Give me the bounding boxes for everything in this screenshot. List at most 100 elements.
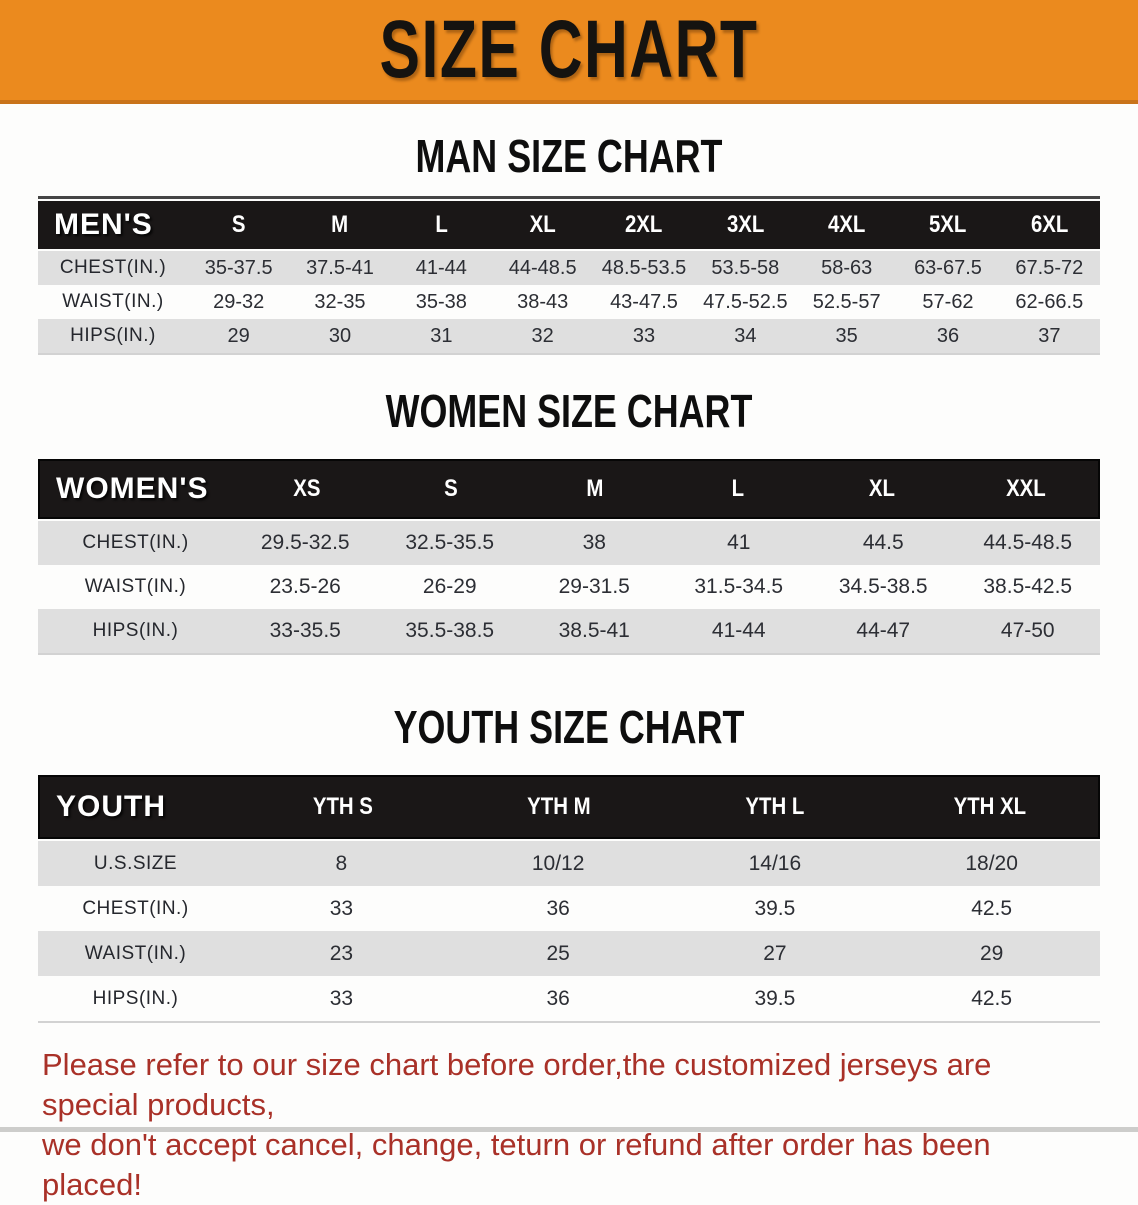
men-size-table: MEN'S S M L XL 2XL 3XL 4XL 5XL 6XL CHEST(IN.) 35-37… <box>38 196 1100 355</box>
man-section-heading: MAN SIZE CHART <box>415 130 723 182</box>
column-header: 2XL <box>625 211 663 238</box>
size-value: 30 <box>328 324 352 347</box>
column-header: S <box>231 211 246 238</box>
disclaimer-line-2: we don't accept cancel, change, teturn o… <box>42 1127 991 1202</box>
size-value: 29-31.5 <box>558 575 630 598</box>
column-header: XL <box>869 475 896 502</box>
table-row: HIPS(IN.) 29 30 31 32 33 34 35 36 37 <box>38 319 1100 353</box>
size-value: 33 <box>329 986 354 1010</box>
size-value: 25 <box>546 941 570 965</box>
youth-size-section: YOUTH SIZE CHART YOUTH YTH S YTH M YTH L YTH… <box>0 701 1138 1023</box>
column-header: L <box>732 475 745 502</box>
size-value: 44-48.5 <box>508 256 577 279</box>
size-value: 41-44 <box>711 619 766 642</box>
size-value: 47.5-52.5 <box>703 290 788 313</box>
table-corner-label: YOUTH <box>56 790 166 823</box>
row-label: WAIST(IN.) <box>62 291 164 312</box>
size-value: 35.5-38.5 <box>405 619 495 642</box>
column-header: YTH L <box>744 793 804 820</box>
size-value: 33-35.5 <box>269 619 341 642</box>
row-label: WAIST(IN.) <box>84 576 187 597</box>
size-value: 41 <box>727 531 751 554</box>
size-value: 41-44 <box>415 256 467 279</box>
row-label: HIPS(IN.) <box>92 987 179 1009</box>
row-label: WAIST(IN.) <box>84 942 187 964</box>
column-header: XL <box>529 211 556 238</box>
size-value: 53.5-58 <box>711 256 780 279</box>
size-value: 44-47 <box>856 619 911 642</box>
size-value: 43-47.5 <box>610 290 678 313</box>
size-value: 52.5-57 <box>812 290 881 313</box>
row-label: HIPS(IN.) <box>70 325 156 346</box>
table-header-row: WOMEN'S XS S M L XL XXL <box>38 459 1100 519</box>
size-value: 63-67.5 <box>914 256 982 279</box>
row-label: CHEST(IN.) <box>82 897 189 919</box>
table-row: CHEST(IN.) 33 36 39.5 42.5 <box>38 886 1100 931</box>
table-row: HIPS(IN.) 33-35.5 35.5-38.5 38.5-41 41-44 44-… <box>38 609 1100 653</box>
size-value: 29 <box>227 324 250 347</box>
size-value: 27 <box>763 941 787 965</box>
women-size-section: WOMEN SIZE CHART WOMEN'S XS S M L XL XXL CHEST(… <box>0 385 1138 655</box>
size-value: 18/20 <box>965 851 1018 875</box>
column-header: M <box>331 211 349 238</box>
size-value: 62-66.5 <box>1015 290 1084 313</box>
size-value: 38.5-42.5 <box>983 575 1073 598</box>
size-value: 29 <box>979 941 1004 965</box>
size-value: 37.5-41 <box>306 256 374 279</box>
size-value: 33 <box>632 324 656 347</box>
row-label: U.S.SIZE <box>93 852 178 874</box>
size-value: 57-62 <box>922 290 974 313</box>
table-row: CHEST(IN.) 29.5-32.5 32.5-35.5 38 41 44.5 44.5… <box>38 521 1100 565</box>
table-row: WAIST(IN.) 29-32 32-35 35-38 38-43 43-47.5 47.… <box>38 285 1100 319</box>
size-value: 23.5-26 <box>269 575 341 598</box>
column-header: L <box>435 211 448 238</box>
disclaimer-line-1: Please refer to our size chart before or… <box>42 1047 992 1122</box>
size-value: 37 <box>1038 324 1061 347</box>
table-corner-label: MEN'S <box>54 208 153 241</box>
column-header: 3XL <box>726 211 765 238</box>
row-label: CHEST(IN.) <box>82 532 189 553</box>
size-value: 47-50 <box>1000 619 1055 642</box>
youth-section-heading: YOUTH SIZE CHART <box>393 701 745 753</box>
youth-size-table: YOUTH YTH S YTH M YTH L YTH XL U.S.SIZE 8 10/12… <box>38 775 1100 1023</box>
size-value: 34.5-38.5 <box>838 575 928 598</box>
column-header: 5XL <box>929 211 967 238</box>
size-value: 38 <box>582 531 606 554</box>
table-header-row: YOUTH YTH S YTH M YTH L YTH XL <box>38 775 1100 839</box>
disclaimer: Please refer to our size chart before or… <box>42 1045 1096 1205</box>
size-value: 8 <box>335 851 348 875</box>
size-value: 32-35 <box>314 290 366 313</box>
size-value: 42.5 <box>971 986 1013 1010</box>
size-value: 31 <box>430 324 453 347</box>
table-row: HIPS(IN.) 33 36 39.5 42.5 <box>38 976 1100 1021</box>
column-header: YTH XL <box>953 793 1027 820</box>
size-value: 35 <box>835 324 858 347</box>
table-row: U.S.SIZE 8 10/12 14/16 18/20 <box>38 841 1100 886</box>
size-value: 36 <box>546 986 570 1010</box>
size-value: 32.5-35.5 <box>405 531 495 554</box>
women-section-heading: WOMEN SIZE CHART <box>385 385 753 437</box>
table-corner-label: WOMEN'S <box>56 472 209 505</box>
column-header: YTH S <box>312 793 373 820</box>
size-value: 35-38 <box>415 290 467 313</box>
size-value: 10/12 <box>531 851 585 875</box>
column-header: XXL <box>1006 475 1046 502</box>
column-header: 6XL <box>1030 211 1069 238</box>
size-value: 42.5 <box>971 896 1013 920</box>
banner-title: SIZE CHART <box>379 4 759 95</box>
size-value: 26-29 <box>422 575 477 598</box>
man-size-section: MAN SIZE CHART MEN'S S M L XL 2XL 3XL 4XL 5XL 6XL… <box>0 130 1138 355</box>
bottom-strip <box>0 1127 1138 1132</box>
row-label: HIPS(IN.) <box>92 620 179 641</box>
column-header: YTH M <box>526 793 591 820</box>
row-label: CHEST(IN.) <box>59 257 167 278</box>
size-value: 36 <box>936 324 960 347</box>
size-value: 29.5-32.5 <box>260 531 350 554</box>
size-value: 67.5-72 <box>1015 256 1084 279</box>
size-value: 31.5-34.5 <box>694 575 784 598</box>
banner: SIZE CHART <box>0 0 1138 104</box>
size-value: 29-32 <box>213 290 265 313</box>
size-value: 32 <box>531 324 554 347</box>
size-value: 34 <box>734 324 757 347</box>
